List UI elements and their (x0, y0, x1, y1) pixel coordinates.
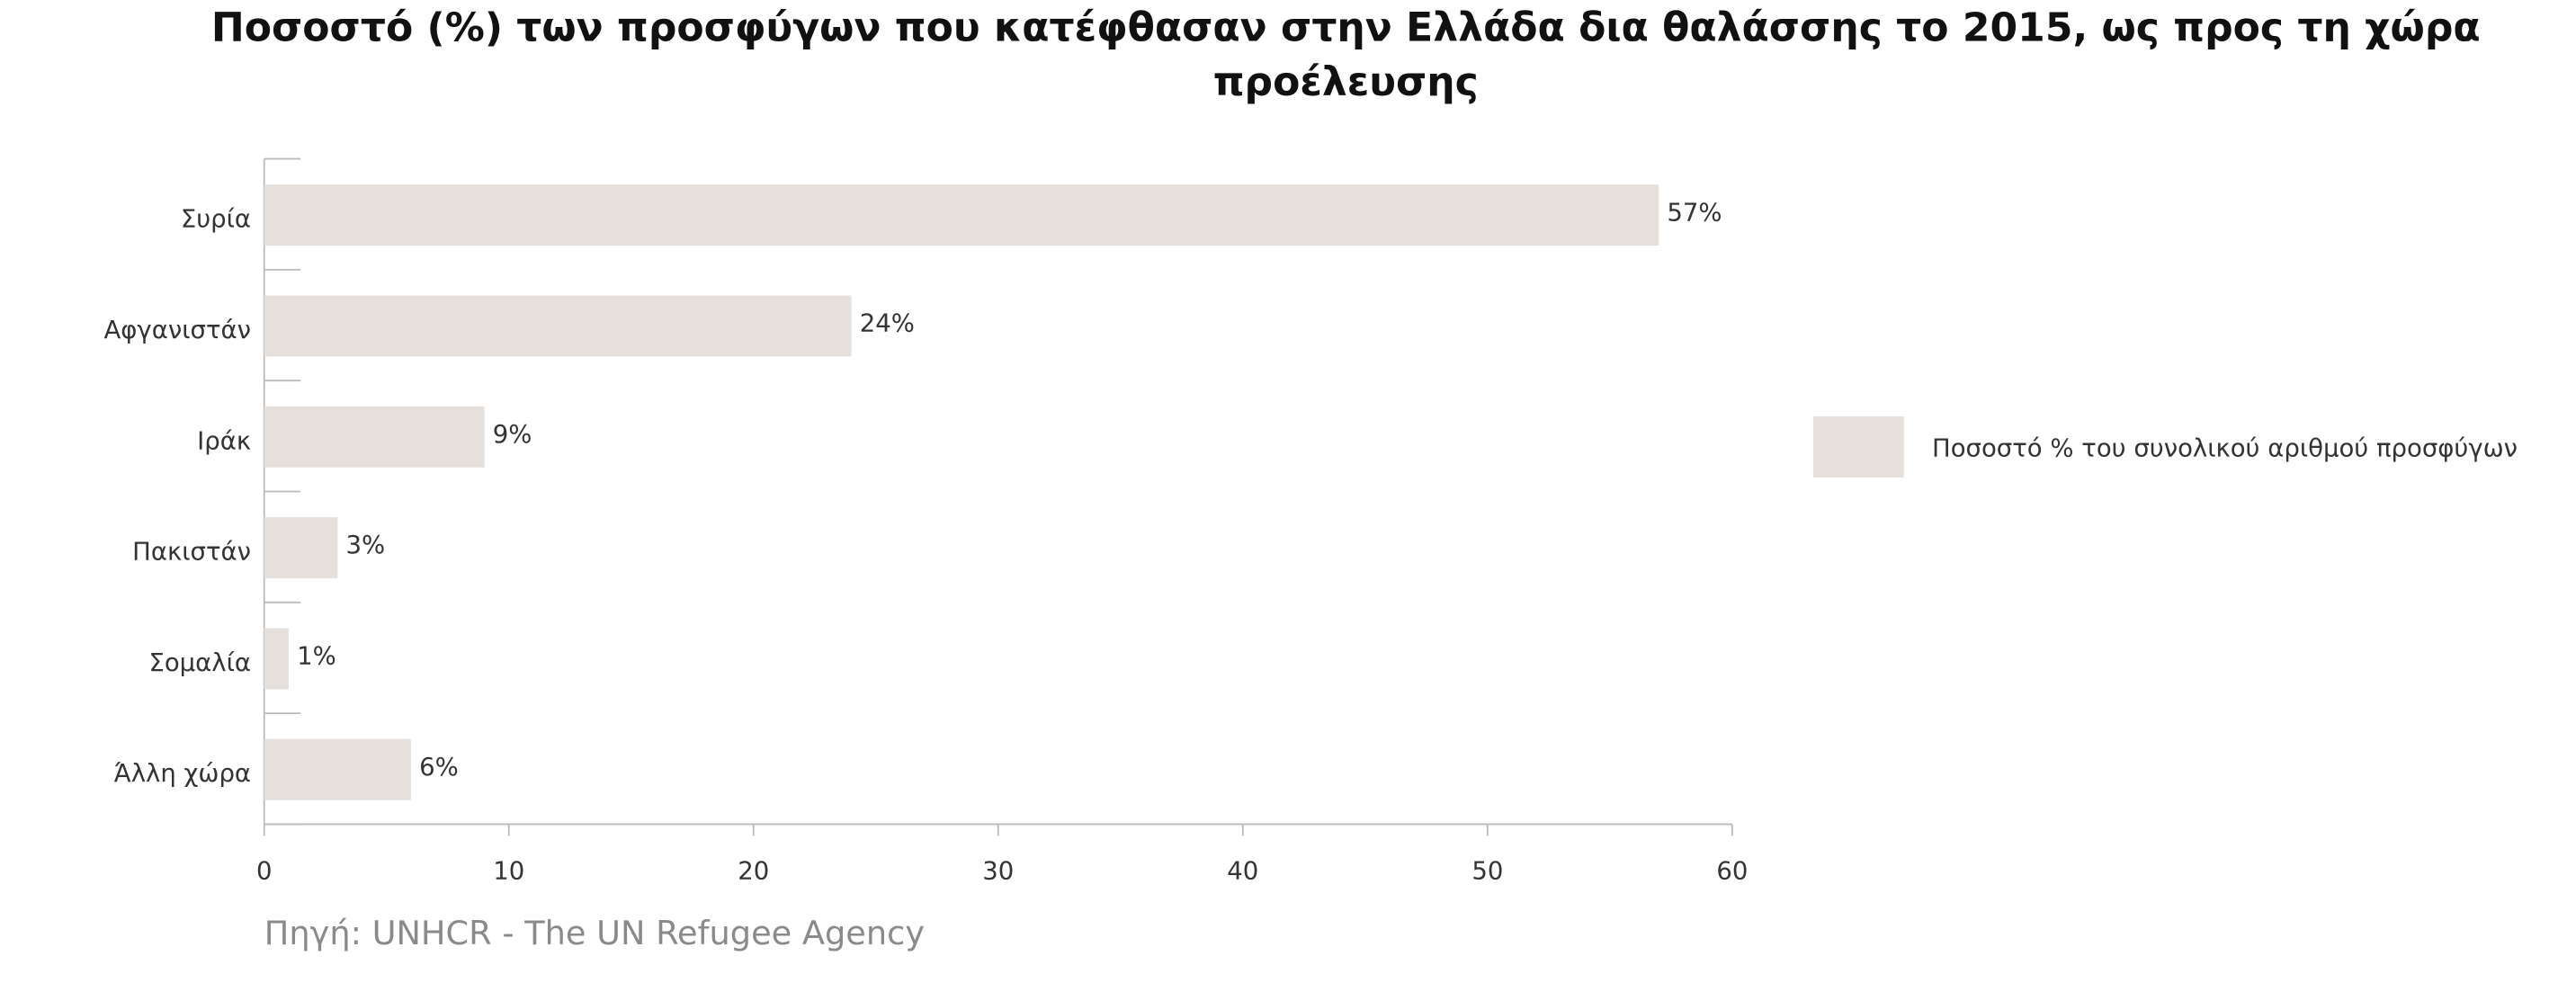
value-label: 9% (493, 420, 532, 449)
y-tick-label: Συρία (181, 205, 251, 234)
x-tick-label: 10 (493, 857, 524, 886)
bar (264, 738, 411, 800)
y-tick-label: Σομαλία (148, 648, 251, 677)
bar (264, 628, 289, 690)
x-tick-label: 20 (738, 857, 769, 886)
value-label: 6% (419, 753, 459, 782)
y-tick-label: Άλλη χώρα (114, 759, 251, 788)
chart-subtitle: προέλευσης (1213, 59, 1479, 105)
bar (264, 406, 485, 468)
x-tick-label: 40 (1227, 857, 1258, 886)
value-label: 24% (860, 309, 915, 338)
value-label: 57% (1667, 198, 1722, 227)
y-tick-label: Αφγανιστάν (103, 316, 251, 344)
y-tick-label: Ιράκ (197, 426, 251, 455)
chart-title: Ποσοστό (%) των προσφύγων που κατέφθασαν… (211, 4, 2481, 50)
bar (264, 295, 852, 357)
source: Πηγή: UNHCR - The UN Refugee Agency (264, 914, 925, 952)
x-tick-label: 30 (982, 857, 1014, 886)
bar (264, 184, 1659, 246)
x-tick-label: 0 (256, 857, 273, 886)
legend-swatch (1812, 416, 1904, 478)
legend-label: Ποσοστό % του συνολικού αριθμού προσφύγω… (1932, 434, 2518, 463)
x-tick-label: 50 (1471, 857, 1503, 886)
x-tick-label: 60 (1716, 857, 1748, 886)
bar (264, 517, 338, 579)
value-label: 1% (297, 642, 336, 671)
value-label: 3% (346, 531, 386, 559)
y-tick-label: Πακιστάν (132, 538, 251, 567)
